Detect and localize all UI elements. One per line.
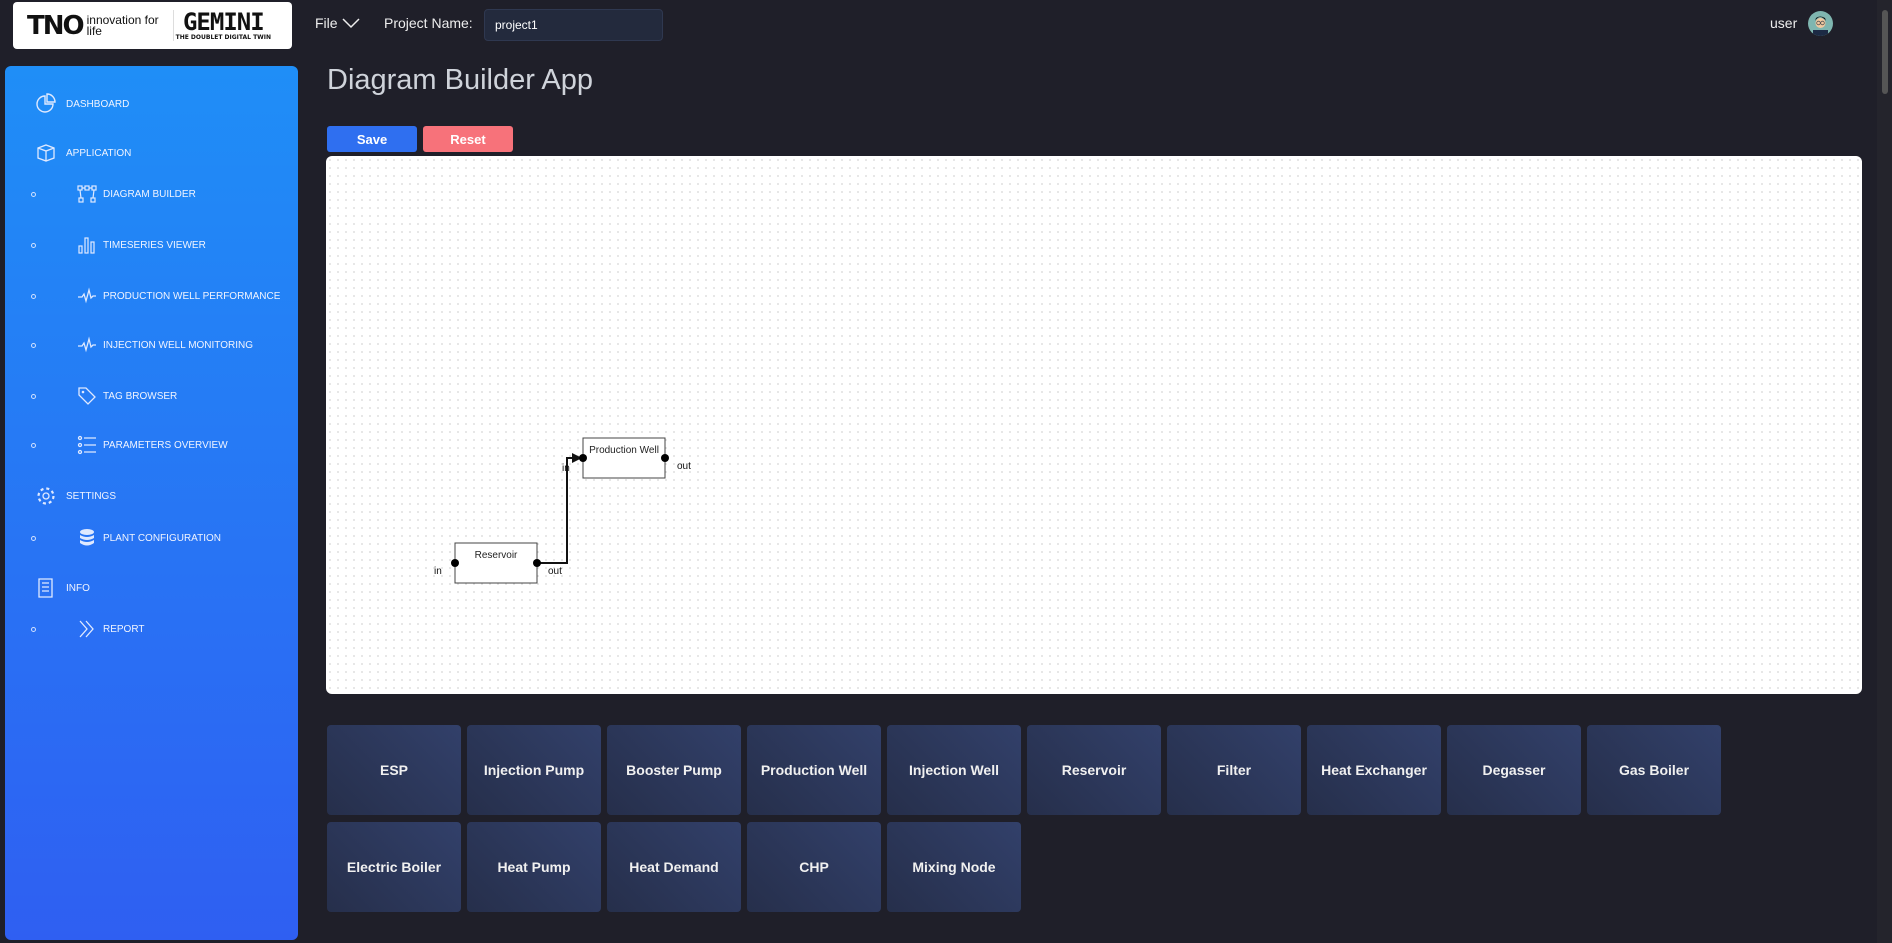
diagram-icon [76, 183, 98, 205]
sidebar-item-label: INFO [66, 582, 90, 594]
username[interactable]: user [1770, 15, 1798, 31]
component-booster-pump[interactable]: Booster Pump [607, 725, 741, 815]
page-title: Diagram Builder App [327, 64, 593, 96]
sidebar-item-label: PLANT CONFIGURATION [103, 532, 221, 544]
page-scrollbar[interactable] [1877, 0, 1892, 943]
node-label: Production Well [589, 445, 659, 456]
sidebar-item-label: APPLICATION [66, 147, 132, 159]
bullet-icon [31, 342, 36, 348]
tno-tagline: innovation for life [86, 12, 159, 38]
tno-logo: TNO [27, 10, 85, 41]
component-degasser[interactable]: Degasser [1447, 725, 1581, 815]
sidebar-item-info[interactable]: INFO [35, 577, 90, 599]
sidebar-item-parameters-overview[interactable]: PARAMETERS OVERVIEW [31, 434, 228, 456]
file-menu-label: File [315, 15, 338, 31]
list-icon [76, 434, 98, 456]
bullet-icon [31, 442, 36, 448]
sidebar-item-dashboard[interactable]: DASHBOARD [35, 93, 129, 115]
sidebar-item-label: PRODUCTION WELL PERFORMANCE [103, 290, 281, 302]
component-reservoir[interactable]: Reservoir [1027, 725, 1161, 815]
pulse-icon [76, 334, 98, 356]
scrollbar-thumb[interactable] [1882, 10, 1888, 94]
bullet-icon [31, 293, 36, 299]
component-filter[interactable]: Filter [1167, 725, 1301, 815]
reset-button[interactable]: Reset [423, 126, 513, 152]
sidebar-item-label: SETTINGS [66, 490, 117, 502]
diagram-canvas[interactable] [326, 156, 1862, 694]
arrowhead-icon [572, 453, 582, 463]
node-production-well[interactable]: Production Well in out [562, 437, 691, 479]
port-in-label: in [434, 566, 442, 577]
pulse-icon [76, 285, 98, 307]
gemini-subtitle: THE DOUBLET DIGITAL TWIN [175, 34, 272, 41]
sidebar-item-injection-well-monitoring[interactable]: INJECTION WELL MONITORING [31, 334, 254, 356]
component-chp[interactable]: CHP [747, 822, 881, 912]
port-in-label: in [562, 463, 570, 474]
component-injection-well[interactable]: Injection Well [887, 725, 1021, 815]
gear-icon [35, 485, 57, 507]
sidebar-item-application[interactable]: APPLICATION [35, 142, 131, 164]
sidebar-item-tag-browser[interactable]: TAG BROWSER [31, 385, 178, 407]
document-icon [35, 577, 57, 599]
save-button[interactable]: Save [327, 126, 417, 152]
component-heat-exchanger[interactable]: Heat Exchanger [1307, 725, 1441, 815]
logo: TNO innovation for life GEMINI THE DOUBL… [13, 2, 292, 49]
project-name-label: Project Name: [384, 15, 473, 31]
port-out-label: out [548, 566, 562, 577]
node-reservoir[interactable]: Reservoir in out [434, 542, 562, 584]
sidebar-item-label: DIAGRAM BUILDER [103, 188, 196, 200]
sidebar-item-report[interactable]: REPORT [31, 618, 145, 640]
bar-chart-icon [76, 234, 98, 256]
project-name-input[interactable] [484, 9, 663, 41]
bullet-icon [31, 393, 36, 399]
chevrons-right-icon [76, 618, 98, 640]
component-injection-pump[interactable]: Injection Pump [467, 725, 601, 815]
cube-icon [35, 142, 57, 164]
sidebar-item-plant-configuration[interactable]: PLANT CONFIGURATION [31, 527, 221, 549]
component-production-well[interactable]: Production Well [747, 725, 881, 815]
sidebar-item-diagram-builder[interactable]: DIAGRAM BUILDER [31, 183, 196, 205]
avatar[interactable] [1808, 11, 1833, 36]
component-heat-pump[interactable]: Heat Pump [467, 822, 601, 912]
sidebar-item-label: DASHBOARD [66, 98, 130, 110]
chevron-down-icon [342, 18, 360, 29]
sidebar-item-label: TIMESERIES VIEWER [103, 239, 206, 251]
gemini-title: GEMINI [182, 8, 265, 36]
port-out-label: out [677, 461, 691, 472]
gemini-logo: GEMINI THE DOUBLET DIGITAL TWIN [172, 8, 272, 41]
node-label: Reservoir [475, 550, 518, 561]
component-esp[interactable]: ESP [327, 725, 461, 815]
sidebar-item-label: PARAMETERS OVERVIEW [103, 439, 228, 451]
sidebar-item-label: INJECTION WELL MONITORING [103, 339, 254, 351]
port-out[interactable] [533, 559, 541, 567]
pie-chart-icon [35, 93, 57, 115]
bullet-icon [31, 191, 36, 197]
link-reservoir-production-well[interactable] [537, 457, 578, 564]
component-heat-demand[interactable]: Heat Demand [607, 822, 741, 912]
sidebar: DASHBOARD APPLICATION DIAGRAM BUILDER TIMES… [5, 66, 298, 940]
file-menu[interactable]: File [315, 15, 360, 31]
sidebar-item-production-well-performance[interactable]: PRODUCTION WELL PERFORMANCE [31, 285, 281, 307]
component-mixing-node[interactable]: Mixing Node [887, 822, 1021, 912]
port-in[interactable] [451, 559, 459, 567]
tag-icon [76, 385, 98, 407]
component-gas-boiler[interactable]: Gas Boiler [1587, 725, 1721, 815]
sidebar-item-timeseries-viewer[interactable]: TIMESERIES VIEWER [31, 234, 206, 256]
sidebar-item-settings[interactable]: SETTINGS [35, 485, 116, 507]
bullet-icon [31, 626, 36, 632]
bullet-icon [31, 535, 36, 541]
sidebar-item-label: TAG BROWSER [103, 390, 178, 402]
port-in[interactable] [579, 454, 587, 462]
port-out[interactable] [661, 454, 669, 462]
database-icon [76, 527, 98, 549]
sidebar-item-label: REPORT [103, 623, 145, 635]
bullet-icon [31, 242, 36, 248]
component-electric-boiler[interactable]: Electric Boiler [327, 822, 461, 912]
